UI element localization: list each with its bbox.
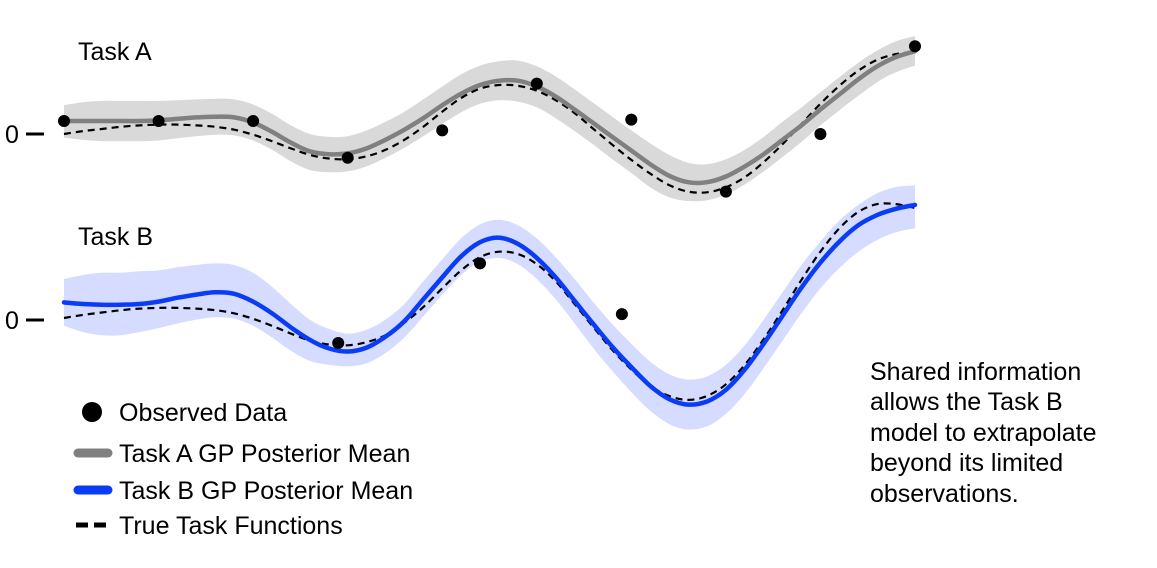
task-a-panel: Task A 0 [5,36,921,202]
legend-observed-label: Observed Data [119,399,287,427]
task-b-posterior-mean [61,202,918,407]
task-a-observed-point [719,185,732,198]
task-b-mean-line [61,202,918,407]
annotation: Shared information allows the Task B mod… [870,358,1097,508]
legend-task-a-label: Task A GP Posterior Mean [119,440,410,468]
task-b-zero-tick-label: 0 [5,307,19,335]
task-a-observed-point [530,77,543,90]
task-b-title: Task B [78,223,153,251]
task-b-true-line [63,202,916,402]
task-a-observed-point [341,151,354,164]
task-a-mean-line [61,48,918,186]
task-a-zero-tick-label: 0 [5,121,19,149]
task-b-observed-point [474,257,486,270]
task-b-observed-points [332,257,628,349]
task-b-band-area [64,185,915,430]
annotation-line-2: allows the Task B [870,388,1063,416]
legend-observed-marker [82,402,102,422]
annotation-line-1: Shared information [870,358,1081,386]
legend: Observed Data Task A GP Posterior Mean T… [73,399,413,540]
legend-true-label: True Task Functions [119,512,343,540]
task-a-observed-point [625,113,638,126]
task-a-observed-points [58,40,921,198]
legend-task-b-label: Task B GP Posterior Mean [119,477,413,505]
task-a-observed-point [247,115,260,127]
annotation-line-5: observations. [870,480,1019,508]
task-a-observed-point [436,124,449,137]
task-a-posterior-mean [61,48,918,186]
task-a-observed-point [58,115,70,127]
task-a-observed-point [814,128,827,140]
annotation-line-3: model to extrapolate [870,419,1097,447]
task-b-observed-point [615,308,628,321]
annotation-line-4: beyond its limited [870,449,1063,477]
task-b-true-function [63,202,916,402]
task-b-panel: Task B 0 [5,185,918,430]
task-b-observed-point [332,337,345,349]
task-a-title: Task A [78,38,152,66]
task-a-observed-point [909,40,921,53]
task-a-observed-point [152,115,165,127]
task-b-confidence-band [64,185,915,430]
